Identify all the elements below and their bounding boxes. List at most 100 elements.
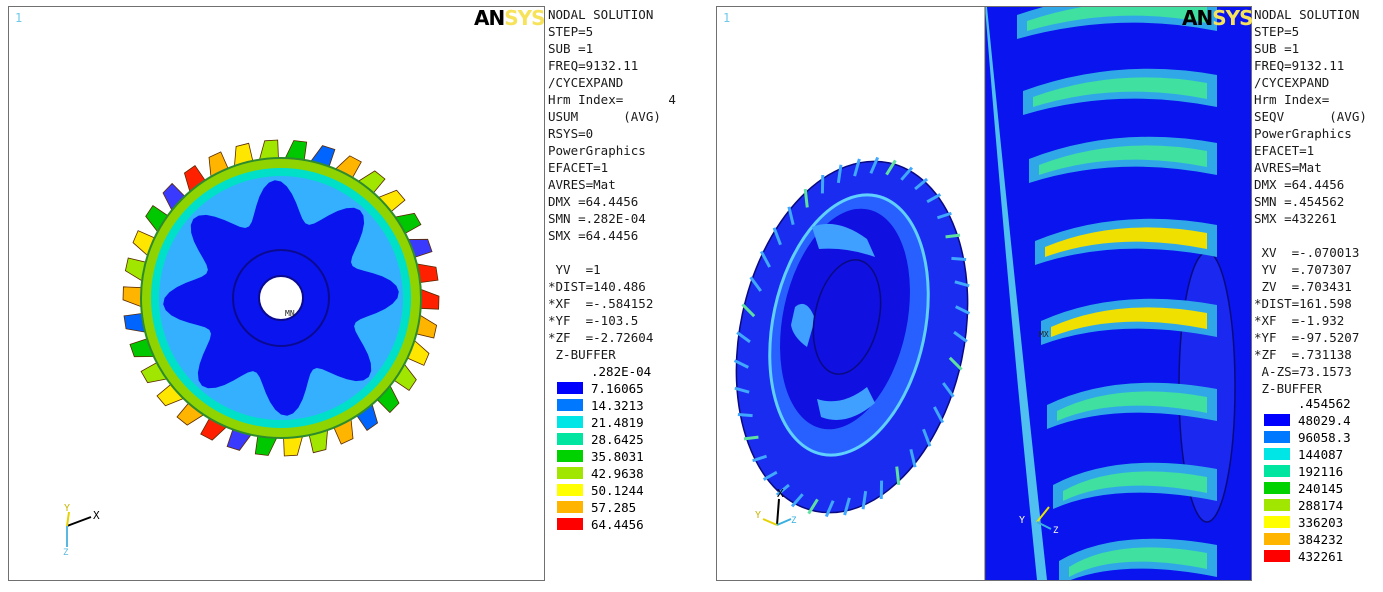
gear-tooth [879,480,884,500]
left-info-line: EFACET=1 [548,160,609,175]
legend-swatch [1264,533,1290,545]
left-info-line [548,244,698,261]
legend-entry: 144087 [1262,446,1351,463]
legend-value: 21.4819 [591,415,644,430]
right-info-line: EFACET=1 [1254,143,1315,158]
right-info-line: ZV =.703431 [1254,279,1352,294]
gear-tooth [954,280,970,288]
legend-value: 288174 [1298,498,1344,513]
gear-tooth [942,382,955,398]
legend-value: 42.9638 [591,466,644,481]
gear-tooth [885,159,897,176]
right-info-line: SMN =.454562 [1254,194,1345,209]
legend-value: 64.4456 [591,517,644,532]
gear-tooth [900,166,914,181]
gear-tooth [736,331,751,344]
gear-tooth [807,498,819,515]
left-info-line: DMX =64.4456 [548,194,639,209]
left-graphics-viewport[interactable]: MN X Y Z 1 [8,6,545,581]
legend-swatch [557,433,583,445]
gear-tooth [787,206,795,226]
left-info-line: Z-BUFFER [548,347,616,362]
legend-swatch [1264,499,1290,511]
left-info-line: /CYCEXPAND [548,75,624,90]
right-gear-contour-plot: MX X Y Z Y Z [733,7,1251,580]
right-info-line: NODAL SOLUTION [1254,7,1360,22]
right-info-line: FREQ=9132.11 [1254,58,1345,73]
gear-tooth [926,193,942,204]
left-info-line: *XF =-.584152 [548,296,654,311]
right-ansys-logo: ANSYS [1182,6,1254,30]
legend-value: 28.6425 [591,432,644,447]
legend-swatch [1264,431,1290,443]
legend-swatch [557,416,583,428]
gear-tooth [836,164,843,184]
right-info-line [1254,227,1382,244]
left-info-line: RSYS=0 [548,126,594,141]
legend-entry: 21.4819 [555,414,651,431]
gear-tooth [861,490,868,510]
gear-tooth [869,156,880,174]
left-info-line: FREQ=9132.11 [548,58,639,73]
tooth-rim-edge [985,7,1047,580]
legend-value: 35.8031 [591,449,644,464]
legend-swatch [557,518,583,530]
right-info-line: YV =.707307 [1254,262,1352,277]
legend-entry: 288174 [1262,497,1351,514]
left-ansys-logo: ANSYS [474,6,546,30]
gear-tooth [948,356,963,371]
legend-entry: 432261 [1262,548,1351,565]
left-coordinate-triad: X Y Z [63,503,100,558]
right-info-line: STEP=5 [1254,24,1300,39]
gear-tooth [945,233,961,239]
right-info-line: *XF =-1.932 [1254,313,1345,328]
legend-swatch [557,382,583,394]
right-info-line: DMX =64.4456 [1254,177,1345,192]
tooth-stress-peak [1039,145,1207,175]
right-zoom-triad-y-label: Y [1019,515,1025,526]
legend-swatch [557,467,583,479]
legend-value: 7.16065 [591,381,644,396]
left-gear-hub-edge [232,249,330,347]
left-info-line: USUM (AVG) [548,109,661,124]
left-contour-legend: .282E-04 7.16065 14.3213 21.4819 28.6425 35.… [555,363,651,533]
tooth-stress-peak [1033,77,1207,107]
right-view-number: 1 [723,11,731,25]
legend-swatch [557,484,583,496]
left-triad-x-label: X [93,509,100,522]
left-gear-contour-plot: MN X Y Z [63,139,440,558]
left-info-line: STEP=5 [548,24,594,39]
legend-entry: 240145 [1262,480,1351,497]
legend-entry: 96058.3 [1262,429,1351,446]
right-graphics-viewport[interactable]: MX X Y Z Y Z 1 [716,6,1252,581]
legend-value: 336203 [1298,515,1344,530]
gear-tooth [820,174,825,194]
legend-value: 384232 [1298,532,1344,547]
left-info-line: *ZF =-2.72604 [548,330,654,345]
right-gear-overview [733,156,971,518]
left-legend-min: .282E-04 [591,364,652,379]
legend-entry: 7.16065 [555,380,651,397]
legend-entry: 384232 [1262,531,1351,548]
tooth-stress-peak [1045,227,1207,257]
left-gear-bore [258,275,304,321]
gear-tooth [914,177,929,191]
gear-tooth [803,188,809,208]
gear-tooth [922,428,932,447]
right-info-line: SEQV (AVG) [1254,109,1367,124]
right-info-line: Z-BUFFER [1254,381,1322,396]
legend-swatch [557,399,583,411]
gear-tooth [737,412,753,418]
right-info-line: /CYCEXPAND [1254,75,1330,90]
right-triad-x-label: X [777,487,784,500]
legend-entry: 50.1244 [555,482,651,499]
legend-swatch [1264,465,1290,477]
legend-swatch [1264,414,1290,426]
legend-entry: 57.285 [555,499,651,516]
gear-tooth [762,470,778,481]
legend-swatch [1264,448,1290,460]
gear-tooth [759,250,771,268]
legend-value: 144087 [1298,447,1344,462]
legend-entry: 28.6425 [555,431,651,448]
left-info-line: Hrm Index= 4 [548,92,676,107]
